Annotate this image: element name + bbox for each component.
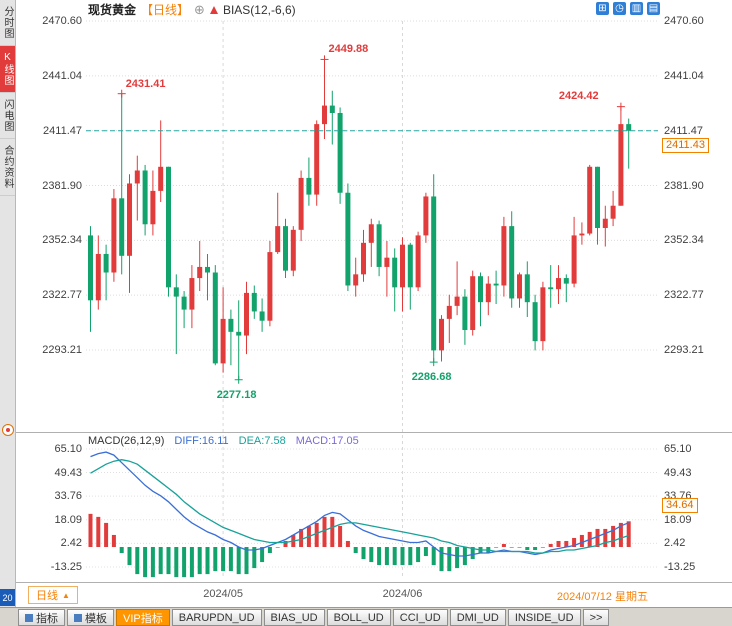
- indicator-tab-bar: 指标 模板 VIP指标 BARUPDN_UD BIAS_UD BOLL_UD CCI_UD D…: [0, 607, 732, 626]
- panel-right-icon[interactable]: ▤: [647, 2, 660, 15]
- current-price-tag: 2411.43: [662, 137, 709, 153]
- header-toolbar: ⊞ ◷ ▥ ▤: [596, 2, 660, 15]
- clock-period-icon[interactable]: ◷: [613, 2, 626, 15]
- indicator-label: BIAS(12,-6,6): [222, 2, 296, 17]
- panel-left-icon[interactable]: ▥: [630, 2, 643, 15]
- chevron-up-icon: ▲: [62, 590, 70, 600]
- chart-header: 现货黄金 【日线】 ⊕ BIAS(12,-6,6): [88, 2, 296, 18]
- bottom-tab-label: BOLL_UD: [333, 611, 384, 624]
- bottom-tab-bias-ud[interactable]: BIAS_UD: [263, 609, 325, 626]
- macd-diff-value: DIFF:16.11: [174, 435, 229, 447]
- bottom-tab-label: INSIDE_UD: [514, 611, 574, 624]
- indicator-list-icon: [25, 613, 33, 622]
- symbol-name: 现货黄金: [88, 3, 137, 17]
- macd-header: MACD(26,12,9) DIFF:16.11 DEA:7.58 MACD:1…: [88, 435, 359, 447]
- sidebar-tab-time-chart[interactable]: 分时图: [0, 0, 15, 46]
- bottom-tab-label: DMI_UD: [456, 611, 499, 624]
- template-icon: [74, 613, 82, 622]
- bottom-tab-label: BARUPDN_UD: [178, 611, 255, 624]
- period-tag: 【日线】: [141, 3, 190, 17]
- radar-dot-icon: [6, 428, 10, 432]
- bottom-tab-label: BIAS_UD: [270, 611, 318, 624]
- sidebar: 分时图 K线图 闪电图 合约资料: [0, 0, 16, 626]
- sidebar-tabs: 分时图 K线图 闪电图 合约资料: [0, 0, 15, 196]
- sidebar-tab-kline-chart[interactable]: K线图: [0, 46, 15, 93]
- bottom-tab-barupdn-ud[interactable]: BARUPDN_UD: [171, 609, 262, 626]
- bottom-tab-vip-indicators[interactable]: VIP指标: [116, 609, 170, 626]
- period-dropdown-label: 日线: [36, 590, 58, 602]
- macd-title: MACD(26,12,9): [88, 435, 165, 447]
- current-date-label: 2024/07/12 星期五: [556, 591, 648, 603]
- sidebar-tab-contract-info[interactable]: 合约资料: [0, 139, 15, 196]
- macd-dea-value: DEA:7.58: [238, 435, 286, 447]
- sidebar-tab-lightning-chart[interactable]: 闪电图: [0, 93, 15, 139]
- bottom-tab-indicators[interactable]: 指标: [18, 609, 65, 626]
- grid-layout-icon[interactable]: ⊞: [596, 2, 609, 15]
- bottom-tab-label: 指标: [36, 612, 58, 625]
- bottom-tab-dmi-ud[interactable]: DMI_UD: [449, 609, 506, 626]
- bottom-tab-more[interactable]: >>: [582, 609, 610, 626]
- bottom-tab-templates[interactable]: 模板: [67, 609, 114, 626]
- bottom-tab-boll-ud[interactable]: BOLL_UD: [326, 609, 391, 626]
- bottom-tab-inside-ud[interactable]: INSIDE_UD: [507, 609, 581, 626]
- radar-icon[interactable]: [2, 424, 14, 436]
- bottom-tab-label: >>: [589, 611, 603, 624]
- bottom-tab-cci-ud[interactable]: CCI_UD: [392, 609, 448, 626]
- period-dropdown-button[interactable]: 日线 ▲: [28, 586, 78, 604]
- alarm-icon[interactable]: [209, 5, 218, 14]
- bottom-tab-label: CCI_UD: [399, 611, 441, 624]
- page-count-badge: 20: [0, 589, 15, 606]
- add-indicator-icon[interactable]: ⊕: [194, 2, 205, 17]
- macd-right-tag: 34.64: [662, 497, 698, 513]
- macd-macd-value: MACD:17.05: [295, 435, 359, 447]
- bottom-tab-label: VIP指标: [123, 612, 163, 625]
- bottom-tab-label: 模板: [85, 612, 107, 625]
